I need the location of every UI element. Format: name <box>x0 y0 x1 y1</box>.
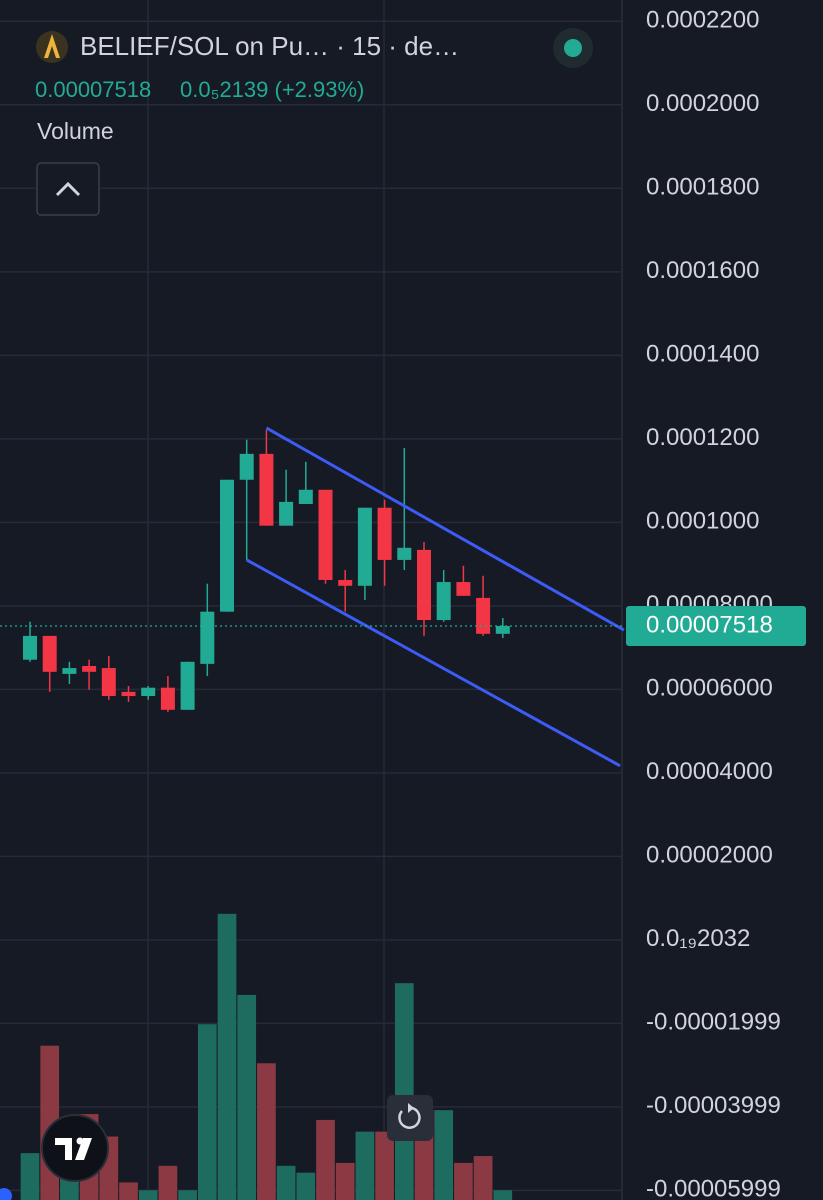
candle-body <box>200 611 215 664</box>
status-dot <box>564 39 582 57</box>
y-tick-label: 0.0002000 <box>646 90 759 117</box>
volume-bar <box>138 1190 158 1200</box>
last-price-box <box>626 605 806 646</box>
corner-dot <box>0 1188 12 1200</box>
candle-body <box>141 687 156 697</box>
volume-bar <box>296 1172 316 1200</box>
y-tick-label: 0.00006000 <box>646 675 773 702</box>
candle-body <box>495 625 510 634</box>
grid <box>147 0 623 1200</box>
volume-bar <box>276 1165 296 1200</box>
volume-bar <box>237 994 257 1200</box>
y-tick-label: 0.0002200 <box>646 7 759 34</box>
y-tick-label: 0.0001400 <box>646 341 759 368</box>
candle-body <box>180 661 195 710</box>
volume-label: Volume <box>37 118 114 144</box>
volume-bar <box>197 1024 217 1200</box>
candle-body <box>298 489 313 504</box>
header-price: 0.00007518 <box>35 77 151 102</box>
channel-line <box>265 426 625 632</box>
volume-bar <box>375 1131 394 1200</box>
candle-body <box>397 547 412 560</box>
reset-button[interactable] <box>387 1095 433 1141</box>
tradingview-logo[interactable] <box>41 1114 109 1182</box>
volume-bar <box>434 1110 454 1200</box>
candle-body <box>357 507 372 586</box>
collapse-button[interactable] <box>36 162 100 216</box>
candle-body <box>42 635 57 672</box>
volume-bar <box>158 1165 178 1200</box>
y-tick-label: 0.00004000 <box>646 758 773 785</box>
grid-horizontal <box>0 20 622 1192</box>
y-tick-label: 0.0₁₉2032 <box>646 925 750 952</box>
header-change: 0.0₅2139 (+2.93%) <box>180 77 364 102</box>
symbol-title: BELIEF/SOL on Pu… · 15 · de… <box>80 31 459 61</box>
candle-body <box>220 479 234 612</box>
candle-body <box>160 687 175 710</box>
volume-bar <box>493 1190 513 1200</box>
volume-bar <box>355 1131 375 1200</box>
volume-bar <box>454 1162 473 1200</box>
candle-body <box>62 668 77 674</box>
y-tick-label: 0.0001000 <box>646 508 759 535</box>
y-tick-label: -0.00005999 <box>646 1176 781 1200</box>
volume-bar <box>335 1162 355 1200</box>
candle-body <box>259 453 274 526</box>
y-tick-label: 0.00002000 <box>646 842 773 869</box>
tradingview-logo-glyph <box>55 1138 92 1160</box>
symbol-icon-glyph <box>44 34 60 58</box>
tradingview-logo-dot <box>76 1137 84 1145</box>
candles <box>23 430 510 712</box>
y-tick-label: 0.0001600 <box>646 257 759 284</box>
symbol-icon <box>36 31 68 63</box>
candle-body <box>318 489 333 580</box>
volume-bar <box>257 1063 276 1200</box>
volume-bar <box>316 1119 335 1200</box>
candle-body <box>279 501 294 526</box>
volume-bar <box>178 1190 197 1200</box>
collapse-icon <box>55 181 81 197</box>
reset-icon-arrow <box>408 1103 414 1113</box>
last-price-label: 0.00007518 <box>646 611 773 638</box>
candle-body <box>101 668 116 697</box>
candle-body <box>417 549 431 621</box>
channel-line <box>245 558 621 768</box>
volume-bar <box>20 1153 40 1200</box>
volume-bar <box>119 1182 138 1200</box>
volume-bar <box>394 983 414 1200</box>
candle-body <box>436 582 451 621</box>
candle-body <box>377 507 392 560</box>
reset-icon <box>398 1106 421 1129</box>
candle-body <box>338 579 353 586</box>
candle-body <box>121 691 136 697</box>
y-tick-label: -0.00001999 <box>646 1009 781 1036</box>
volume-bar <box>217 913 237 1200</box>
y-tick-label: -0.00003999 <box>646 1092 781 1119</box>
candle-body <box>82 665 97 672</box>
y-tick-label: 0.0001800 <box>646 174 759 201</box>
candle-body <box>476 597 491 634</box>
candle-body <box>239 453 254 480</box>
channel <box>245 426 625 768</box>
candle-body <box>456 582 471 596</box>
y-tick-label: 0.0001200 <box>646 424 759 451</box>
candle-body <box>23 635 37 660</box>
volume-bar <box>473 1156 493 1200</box>
